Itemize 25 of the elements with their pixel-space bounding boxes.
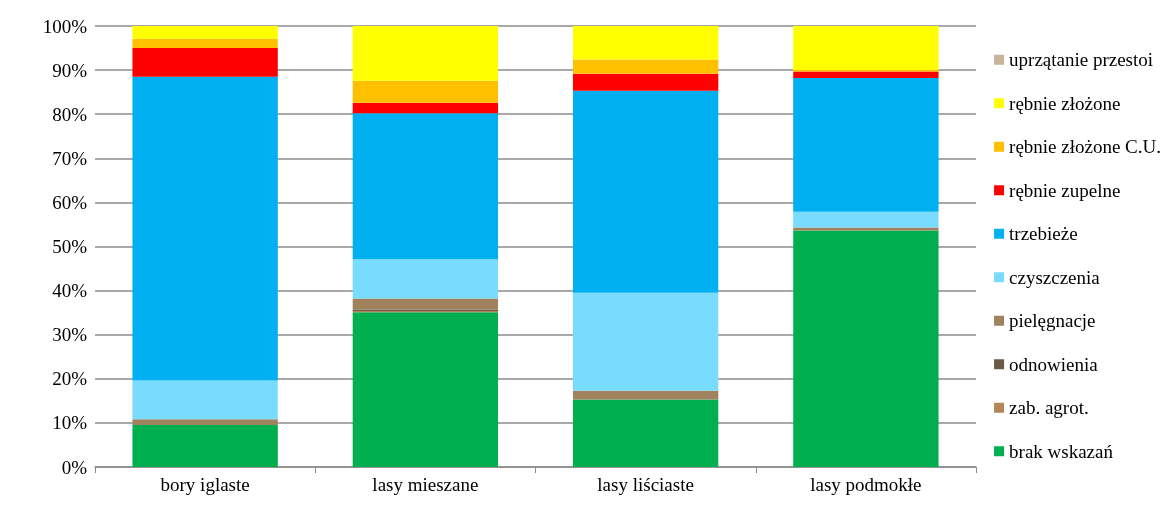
legend-label: rębnie złożone C.U. [1009, 136, 1162, 158]
y-tick-label: 90% [52, 59, 88, 81]
legend-label: rębnie złożone [1009, 92, 1121, 114]
legend-label: czyszczenia [1009, 266, 1101, 288]
y-tick-label: 30% [52, 324, 88, 346]
legend-label: rębnie zupelne [1009, 179, 1121, 201]
legend-label: trzebieże [1009, 223, 1078, 245]
y-tick-label: 100% [42, 15, 88, 37]
legend-label: uprzątanie przestoi [1009, 49, 1154, 71]
y-tick-label: 0% [61, 456, 88, 478]
y-tick-label: 40% [52, 280, 88, 302]
x-tick-label: bory iglaste [160, 474, 250, 495]
legend-label: odnowienia [1009, 353, 1099, 375]
y-tick-label: 70% [52, 147, 88, 169]
y-tick-label: 50% [52, 236, 88, 257]
x-tick-label: lasy podmokłe [810, 474, 922, 495]
y-tick-label: 10% [52, 412, 88, 434]
legend-label: pielęgnacje [1009, 310, 1096, 332]
y-tick-label: 80% [52, 103, 88, 125]
legend-label: brak wskazań [1009, 440, 1114, 462]
x-tick-label: lasy mieszane [372, 474, 479, 495]
x-tick-label: lasy liściaste [597, 474, 694, 495]
y-tick-label: 20% [52, 368, 88, 390]
y-tick-label: 60% [52, 191, 88, 213]
legend-label: zab. agrot. [1009, 397, 1089, 419]
